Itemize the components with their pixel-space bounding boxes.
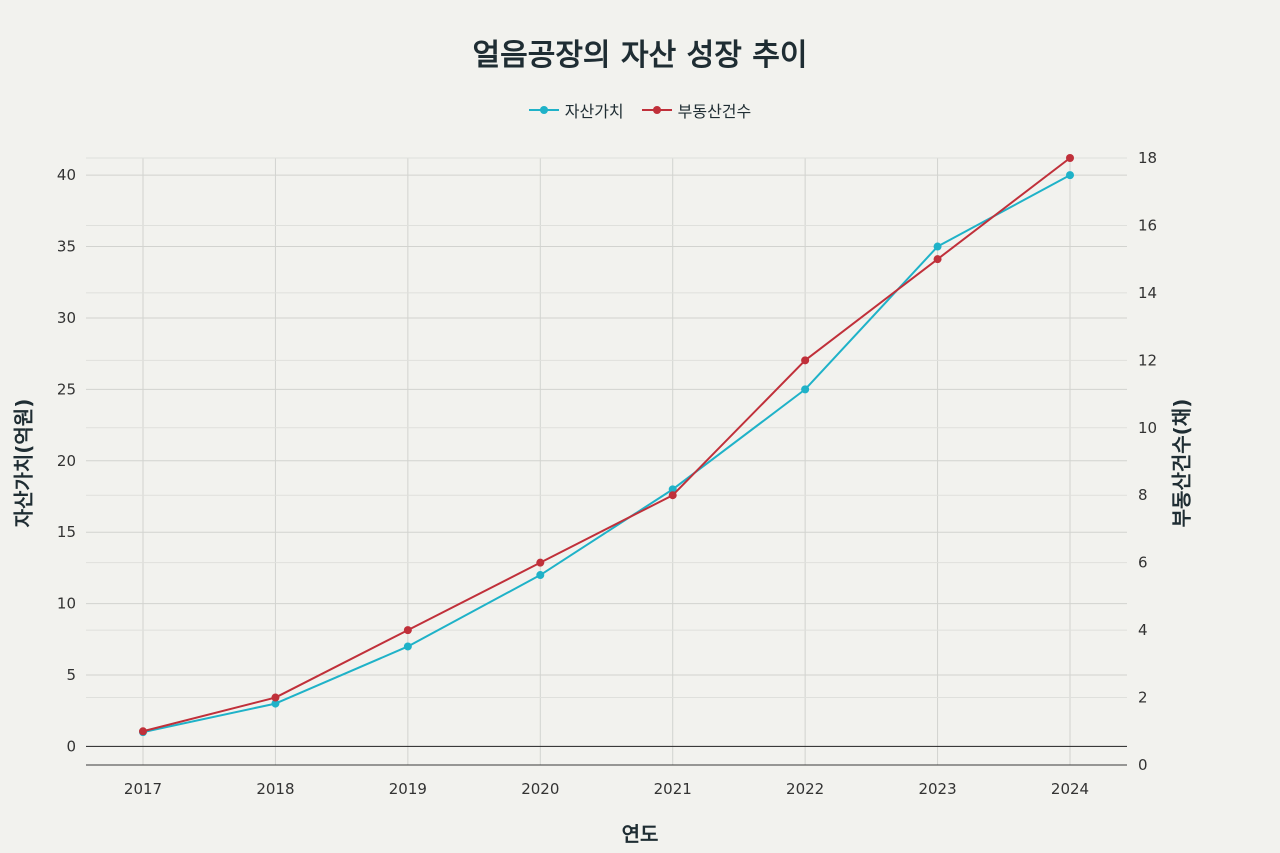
y2-tick-label: 12: [1138, 351, 1157, 369]
series-line-1: [142, 157, 1071, 733]
legend-label-asset-value: 자산가치: [564, 102, 624, 121]
x-tick-label: 2022: [786, 780, 824, 798]
x-tick-label: 2020: [521, 780, 559, 798]
legend-item-property-count[interactable]: 부동산건수: [641, 98, 752, 122]
series-point-0: [933, 242, 942, 251]
legend-item-asset-value[interactable]: 자산가치: [528, 98, 624, 122]
x-tick-label: 2023: [918, 780, 956, 798]
chart-title: 얼음공장의 자산 성장 추이: [472, 38, 808, 73]
series-point-1: [271, 693, 280, 702]
x-tick-label: 2024: [1051, 780, 1089, 798]
y2-tick-label: 10: [1138, 419, 1157, 437]
chart-legend: 자산가치 부동산건수: [0, 98, 1280, 122]
x-tick-label: 2021: [654, 780, 692, 798]
y2-tick-label: 14: [1138, 284, 1157, 302]
series-point-0: [536, 571, 545, 580]
y-tick-label: 35: [57, 238, 76, 256]
y2-tick-label: 0: [1138, 756, 1148, 774]
legend-label-property-count: 부동산건수: [677, 102, 752, 121]
y-axis-right-title: 부동산건수(채): [1169, 398, 1194, 528]
y-tick-label: 5: [66, 666, 76, 684]
y-tick-label: 30: [57, 309, 76, 327]
y-tick-label: 20: [57, 452, 76, 470]
series-point-1: [668, 491, 677, 500]
series-point-1: [403, 626, 412, 635]
series-point-0: [271, 699, 280, 708]
x-tick-label: 2017: [124, 780, 162, 798]
series-point-1: [139, 727, 147, 736]
legend-swatch-asset-value: [528, 103, 559, 117]
x-axis-title: 연도: [621, 822, 659, 846]
legend-swatch-property-count: [641, 103, 672, 117]
y-axis-left-title: 자산가치(억원): [11, 398, 36, 528]
series-point-0: [1066, 171, 1074, 180]
series-point-0: [668, 485, 677, 494]
y-tick-label: 10: [57, 595, 76, 613]
y2-tick-label: 18: [1138, 149, 1157, 167]
x-tick-label: 2018: [256, 780, 294, 798]
y2-tick-label: 4: [1138, 621, 1148, 639]
series-point-1: [933, 255, 942, 264]
x-tick-label: 2019: [389, 780, 427, 798]
series-point-0: [801, 385, 810, 394]
y-tick-label: 40: [57, 166, 76, 184]
series-point-1: [536, 558, 545, 567]
series-line-0: [142, 174, 1071, 734]
y2-tick-label: 2: [1138, 689, 1148, 707]
y2-tick-label: 16: [1138, 216, 1157, 234]
y2-tick-label: 8: [1138, 486, 1148, 504]
y-tick-label: 25: [57, 380, 76, 398]
series-point-1: [1066, 154, 1074, 162]
series-point-0: [403, 642, 412, 651]
series-point-1: [801, 356, 810, 365]
y2-tick-label: 6: [1138, 554, 1148, 572]
y-tick-label: 0: [66, 737, 76, 755]
y-tick-label: 15: [57, 523, 76, 541]
